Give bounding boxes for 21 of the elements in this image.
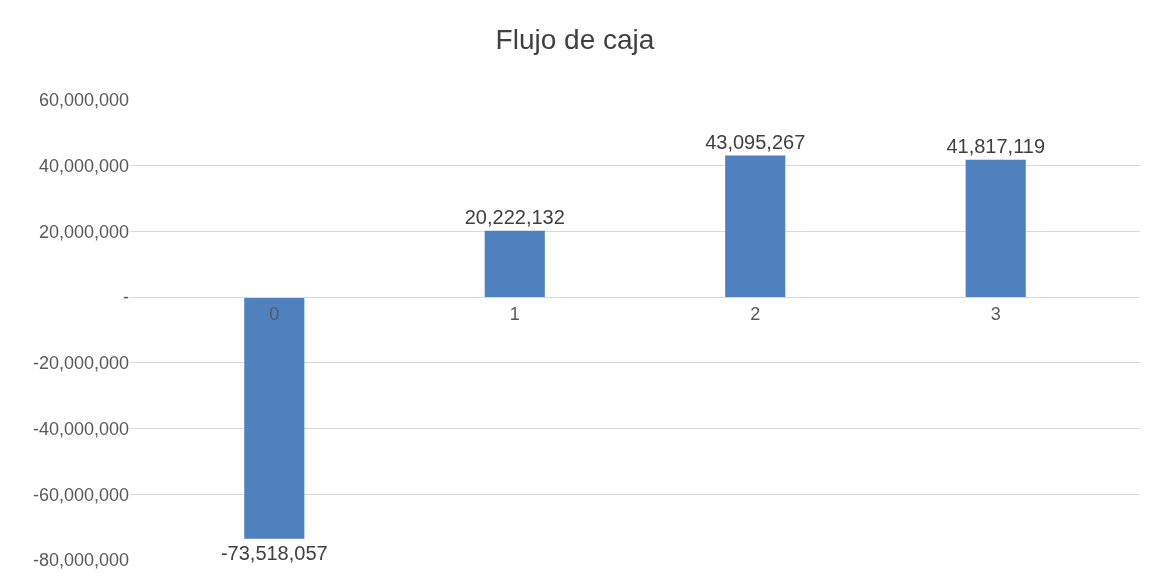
bar — [484, 230, 545, 298]
y-tick-label: -80,000,000 — [32, 550, 129, 571]
x-tick-label: 0 — [269, 303, 280, 324]
bar — [725, 155, 786, 298]
bar — [965, 159, 1026, 298]
chart-title: Flujo de caja — [495, 23, 655, 55]
y-tick-label: 40,000,000 — [38, 156, 129, 177]
data-label: -73,518,057 — [220, 541, 328, 564]
bar — [244, 297, 305, 539]
data-label: 43,095,267 — [705, 130, 806, 153]
y-tick-label: -60,000,000 — [32, 484, 129, 505]
y-tick-label: 60,000,000 — [38, 90, 129, 111]
y-tick-label: -20,000,000 — [32, 353, 129, 374]
data-label: 41,817,119 — [946, 134, 1046, 157]
x-tick-label: 3 — [990, 303, 1001, 324]
x-tick-label: 1 — [509, 303, 520, 324]
y-tick-label: - — [123, 287, 129, 308]
x-tick-label: 2 — [750, 303, 761, 324]
y-tick-label: 20,000,000 — [38, 221, 129, 242]
y-tick-label: -40,000,000 — [32, 418, 129, 439]
data-label: 20,222,132 — [464, 205, 565, 228]
